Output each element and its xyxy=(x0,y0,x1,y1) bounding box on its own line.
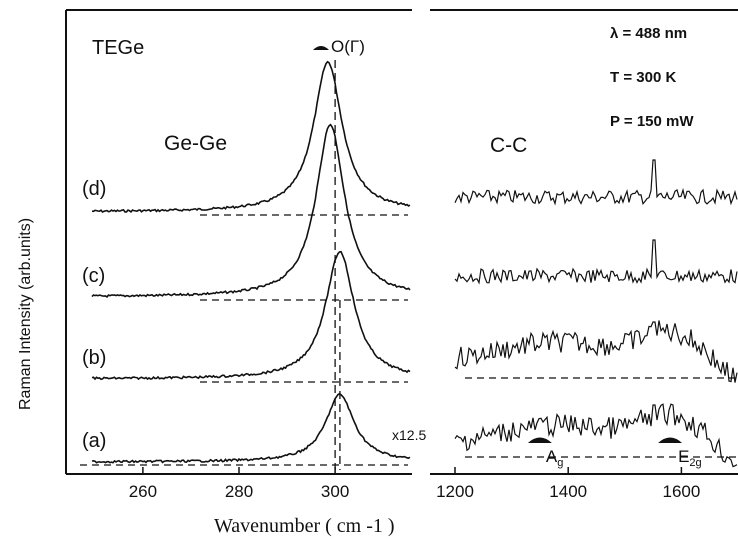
c-c-trace xyxy=(454,239,738,285)
phonon-label: O(Γ) xyxy=(331,37,365,56)
mode-arrow-icon xyxy=(527,437,552,443)
series-label: (b) xyxy=(82,347,106,369)
condition-power: P = 150 mW xyxy=(610,113,694,130)
x-tick-label: 300 xyxy=(321,482,349,501)
x-tick-label: 1400 xyxy=(549,482,587,501)
sample-label: TEGe xyxy=(92,37,144,59)
phonon-arrow-icon xyxy=(313,46,329,50)
series-label: (a) xyxy=(82,430,106,452)
ge-ge-trace xyxy=(91,60,411,214)
x-tick-label: 260 xyxy=(129,482,157,501)
y-axis-label: Raman Intensity (arb.units) xyxy=(17,218,34,410)
c-c-label: C-C xyxy=(490,134,527,157)
c-c-trace xyxy=(454,403,738,468)
series-label: (c) xyxy=(82,265,105,287)
x-tick-label: 280 xyxy=(225,482,253,501)
ge-ge-trace xyxy=(91,250,411,381)
x-tick-label: 1200 xyxy=(436,482,474,501)
phonon-marker: O(Γ) xyxy=(313,37,365,56)
ge-ge-label: Ge-Ge xyxy=(164,132,227,155)
ge-panel-x-ticks: 260 280 300 xyxy=(129,467,349,501)
mode-label: E2g xyxy=(678,447,702,469)
peak-markers xyxy=(334,60,341,470)
ge-ge-trace xyxy=(91,392,411,464)
multiplier-label: x12.5 xyxy=(392,427,426,443)
condition-wavelength: λ = 488 nm xyxy=(610,25,687,42)
series-label: (d) xyxy=(82,178,106,200)
x-axis-label: Wavenumber ( cm -1 ) xyxy=(214,515,395,537)
x-tick-label: 1600 xyxy=(662,482,700,501)
cc-panel-x-ticks: 1200 1400 1600 xyxy=(436,467,700,501)
c-c-trace xyxy=(454,320,738,383)
series-labels: (d) (c) (b) (a) xyxy=(82,178,106,452)
ge-ge-trace xyxy=(91,123,411,298)
ge-ge-curves xyxy=(91,60,411,464)
condition-temperature: T = 300 K xyxy=(610,69,676,86)
mode-arrow-icon xyxy=(658,437,683,443)
mode-markers: Ag E2g xyxy=(527,437,702,469)
mode-label: Ag xyxy=(546,447,563,469)
baselines xyxy=(80,214,736,466)
c-c-trace xyxy=(454,159,738,206)
c-c-curves xyxy=(454,159,738,468)
